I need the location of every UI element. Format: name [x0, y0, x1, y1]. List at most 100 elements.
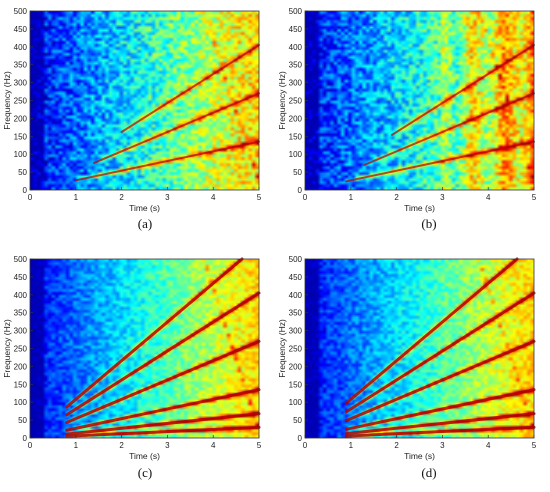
y-tick-label: 400 [14, 291, 28, 300]
y-tick-label: 0 [23, 186, 28, 195]
x-tick-label: 4 [211, 441, 216, 450]
spectrogram-c: 0 50 100 150 200 250 300 350 400 450 500 0 1 2 3 4 5 Time… [2, 255, 262, 461]
y-tick-label: 400 [14, 43, 28, 52]
y-tick-label: 500 [289, 7, 303, 16]
y-axis-label: Frequency (Hz) [2, 71, 12, 130]
y-tick-label: 50 [293, 168, 302, 177]
x-tick-label: 5 [532, 193, 537, 202]
x-tick-label: 0 [28, 441, 33, 450]
y-tick-label: 400 [289, 43, 303, 52]
ridge-4 [65, 339, 261, 425]
y-tick-label: 50 [293, 416, 302, 425]
x-tick-label: 4 [211, 193, 216, 202]
x-axis-label: Time (s) [129, 451, 160, 461]
y-tick-label: 100 [289, 398, 303, 407]
ridge-1 [344, 425, 536, 438]
y-tick-label: 100 [14, 398, 28, 407]
x-tick-label: 5 [257, 193, 262, 202]
heatmap-image [30, 11, 259, 190]
y-tick-label: 150 [289, 132, 303, 141]
x-tick-label: 1 [349, 193, 354, 202]
y-tick-label: 450 [14, 25, 28, 34]
y-tick-label: 200 [289, 114, 303, 123]
ridge-6 [65, 257, 244, 409]
x-axis-label: Time (s) [404, 203, 435, 213]
spectrogram-panel-d: 0 50 100 150 200 250 300 350 400 450 500 0 1 2 3 4 5 Time… [275, 248, 550, 492]
y-tick-label: 300 [14, 79, 28, 88]
spectrogram-panel-c: 0 50 100 150 200 250 300 350 400 450 500 0 1 2 3 4 5 Time… [0, 248, 275, 492]
ridge-3 [120, 44, 260, 134]
ridge-2 [363, 92, 535, 166]
y-tick-label: 350 [14, 61, 28, 70]
y-tick-label: 0 [298, 434, 303, 443]
x-tick-label: 5 [257, 441, 262, 450]
x-tick-label: 1 [74, 441, 79, 450]
ridge-3 [344, 388, 536, 431]
caption-a: (a) [137, 216, 153, 231]
spectrogram-d: 0 50 100 150 200 250 300 350 400 450 500 0 1 2 3 4 5 Time… [277, 255, 537, 461]
x-tick-label: 0 [28, 193, 33, 202]
y-tick-label: 200 [14, 362, 28, 371]
y-tick-label: 100 [289, 150, 303, 159]
x-tick-label: 5 [532, 441, 537, 450]
y-tick-label: 200 [14, 114, 28, 123]
spectrogram-panel-a: 0 50 100 150 200 250 300 350 400 450 500 0 1 2 3 4 5 Time… [0, 0, 275, 244]
x-tick-label: 3 [165, 193, 170, 202]
y-tick-label: 150 [14, 380, 28, 389]
spectrogram-a: 0 50 100 150 200 250 300 350 400 450 500 0 1 2 3 4 5 Time… [2, 7, 262, 213]
y-tick-label: 450 [289, 273, 303, 282]
y-tick-label: 200 [289, 362, 303, 371]
x-tick-label: 0 [303, 193, 308, 202]
heatmap-image [305, 259, 534, 438]
spectrogram-b: 0 50 100 150 200 250 300 350 400 450 500 0 1 2 3 4 5 Time… [277, 7, 537, 213]
y-axis-label: Frequency (Hz) [2, 319, 12, 378]
y-tick-label: 400 [289, 291, 303, 300]
y-tick-label: 500 [14, 7, 28, 16]
y-tick-label: 500 [289, 255, 303, 264]
ridge-4 [344, 339, 536, 423]
x-tick-label: 4 [486, 193, 491, 202]
caption-d: (d) [421, 465, 437, 480]
y-tick-label: 350 [289, 309, 303, 318]
y-tick-label: 250 [14, 345, 28, 354]
x-tick-label: 4 [486, 441, 491, 450]
y-tick-label: 150 [289, 380, 303, 389]
ridge-3 [391, 44, 535, 136]
y-tick-label: 350 [14, 309, 28, 318]
ridge-2 [93, 92, 260, 164]
ridge-5 [344, 291, 536, 414]
x-tick-label: 0 [303, 441, 308, 450]
y-tick-label: 100 [14, 150, 28, 159]
ridge-3 [65, 388, 261, 432]
x-tick-label: 2 [119, 441, 124, 450]
y-tick-label: 150 [14, 132, 28, 141]
y-tick-label: 250 [14, 97, 28, 106]
ridge-1 [74, 140, 260, 182]
y-tick-label: 0 [298, 186, 303, 195]
spectrogram-panel-b: 0 50 100 150 200 250 300 350 400 450 500 0 1 2 3 4 5 Time… [275, 0, 550, 244]
x-axis-label: Time (s) [404, 451, 435, 461]
y-tick-label: 300 [289, 79, 303, 88]
y-tick-label: 450 [14, 273, 28, 282]
heatmap-image [30, 259, 259, 438]
x-tick-label: 3 [165, 441, 170, 450]
ridge-2 [344, 412, 536, 436]
y-tick-label: 500 [14, 255, 28, 264]
x-tick-label: 2 [394, 193, 399, 202]
x-tick-label: 2 [394, 441, 399, 450]
y-tick-label: 300 [289, 327, 303, 336]
x-tick-label: 1 [349, 441, 354, 450]
x-tick-label: 3 [440, 193, 445, 202]
y-tick-label: 250 [289, 345, 303, 354]
y-tick-label: 300 [14, 327, 28, 336]
y-tick-label: 50 [18, 416, 27, 425]
y-axis-label: Frequency (Hz) [277, 71, 287, 130]
ridge-1 [345, 140, 535, 183]
x-tick-label: 2 [119, 193, 124, 202]
heatmap-image [305, 11, 534, 190]
y-tick-label: 250 [289, 97, 303, 106]
ridge-5 [65, 291, 261, 417]
caption-b: (b) [421, 216, 437, 231]
y-tick-label: 50 [18, 168, 27, 177]
ridge-1 [65, 425, 261, 438]
